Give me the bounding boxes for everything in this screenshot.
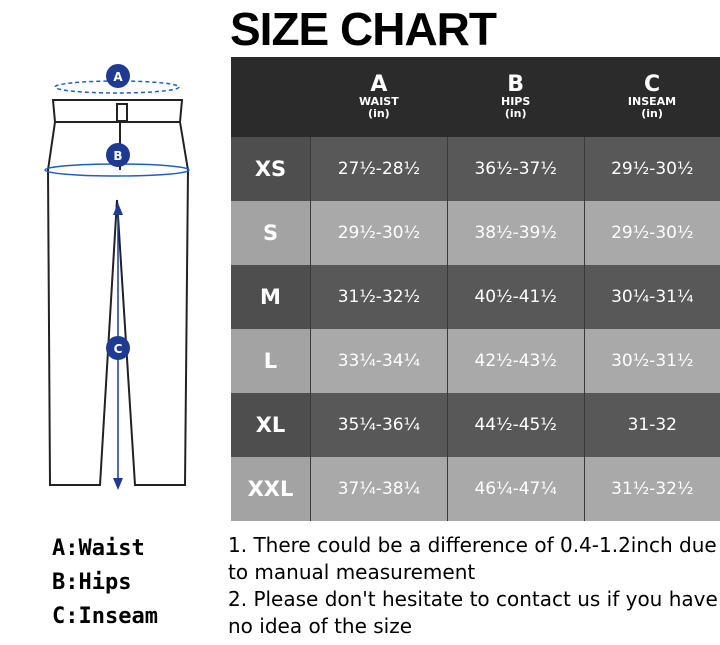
cell: 33¼-34¼ bbox=[310, 329, 448, 393]
marker-c: C bbox=[106, 336, 130, 360]
notes: 1. There could be a difference of 0.4-1.… bbox=[228, 532, 718, 640]
cell: 29½-30½ bbox=[310, 201, 448, 265]
size-label: L bbox=[231, 329, 311, 393]
legend-waist: A:Waist bbox=[52, 536, 145, 561]
cell: 44½-45½ bbox=[446, 393, 585, 457]
marker-a: A bbox=[106, 64, 130, 88]
size-label: XL bbox=[231, 393, 311, 457]
svg-text:C: C bbox=[114, 342, 123, 356]
cell: 31½-32½ bbox=[310, 265, 448, 329]
header-waist: A WAIST (in) bbox=[310, 57, 448, 137]
size-label: XXL bbox=[231, 457, 311, 521]
table-row: XXL 37¼-38¼ 46¼-47¼ 31½-32½ bbox=[231, 457, 720, 521]
cell: 29½-30½ bbox=[583, 137, 720, 201]
pants-diagram: A B C bbox=[44, 64, 190, 490]
size-table: A WAIST (in) B HIPS (in) C INSEAM (in) XS 27½-2… bbox=[231, 57, 720, 521]
size-label: XS bbox=[231, 137, 311, 201]
cell: 38½-39½ bbox=[446, 201, 585, 265]
cell: 30½-31½ bbox=[583, 329, 720, 393]
cell: 29½-30½ bbox=[583, 201, 720, 265]
table-row: L 33¼-34¼ 42½-43½ 30½-31½ bbox=[231, 329, 720, 393]
note-2: 2. Please don't hesitate to contact us i… bbox=[228, 587, 718, 638]
size-label: S bbox=[231, 201, 311, 265]
note-1: 1. There could be a difference of 0.4-1.… bbox=[228, 533, 717, 584]
cell: 31½-32½ bbox=[583, 457, 720, 521]
header-row: A WAIST (in) B HIPS (in) C INSEAM (in) bbox=[231, 57, 720, 137]
header-inseam: C INSEAM (in) bbox=[584, 57, 720, 137]
table-row: XL 35¼-36¼ 44½-45½ 31-32 bbox=[231, 393, 720, 457]
header-hips: B HIPS (in) bbox=[447, 57, 585, 137]
legend-inseam: C:Inseam bbox=[52, 604, 158, 629]
cell: 31-32 bbox=[583, 393, 720, 457]
marker-b: B bbox=[106, 143, 130, 167]
svg-text:B: B bbox=[113, 149, 122, 163]
size-label: M bbox=[231, 265, 311, 329]
pants-outline bbox=[46, 121, 190, 486]
cell: 35¼-36¼ bbox=[310, 393, 448, 457]
cell: 37¼-38¼ bbox=[310, 457, 448, 521]
table-row: M 31½-32½ 40½-41½ 30¼-31¼ bbox=[231, 265, 720, 329]
cell: 46¼-47¼ bbox=[446, 457, 585, 521]
page-title: SIZE CHART bbox=[230, 3, 497, 55]
cell: 27½-28½ bbox=[310, 137, 448, 201]
cell: 40½-41½ bbox=[446, 265, 585, 329]
table-row: S 29½-30½ 38½-39½ 29½-30½ bbox=[231, 201, 720, 265]
cell: 36½-37½ bbox=[446, 137, 585, 201]
cell: 42½-43½ bbox=[446, 329, 585, 393]
svg-text:A: A bbox=[113, 70, 123, 84]
cell: 30¼-31¼ bbox=[583, 265, 720, 329]
table-row: XS 27½-28½ 36½-37½ 29½-30½ bbox=[231, 137, 720, 201]
header-blank bbox=[231, 57, 311, 137]
legend-hips: B:Hips bbox=[52, 570, 132, 595]
